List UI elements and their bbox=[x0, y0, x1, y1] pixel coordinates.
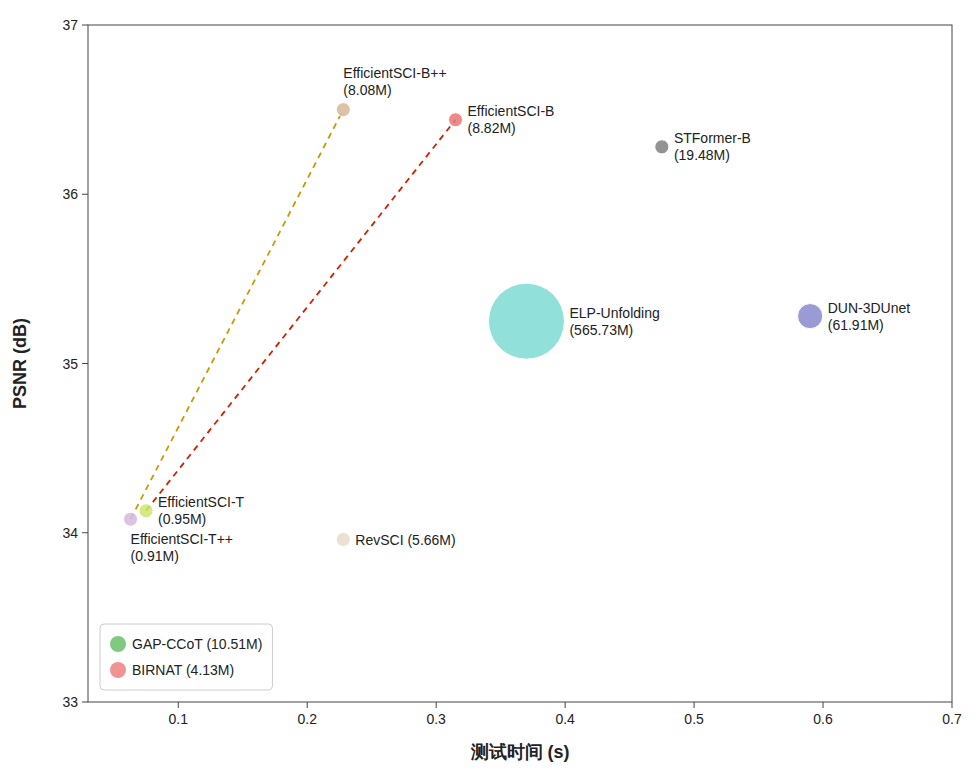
bubble bbox=[124, 512, 138, 526]
axes: 0.1 0.2 0.3 0.4 0.5 0.6 0.7 33 34 35 36 37 bbox=[62, 17, 962, 727]
x-axis-label: 测试时间 (s) bbox=[470, 742, 570, 762]
chart: 0.1 0.2 0.3 0.4 0.5 0.6 0.7 33 34 35 36 37 测试时间 (s) P… bbox=[0, 0, 977, 780]
x-tick-label: 0.2 bbox=[297, 711, 317, 727]
legend-box bbox=[100, 624, 272, 690]
x-tick bbox=[823, 702, 824, 708]
legend-label: GAP-CCoT (10.51M) bbox=[132, 636, 262, 652]
point-labels: EfficientSCI-T++(0.91M) EfficientSCI-T(0.… bbox=[131, 65, 911, 564]
x-tick-label: 0.3 bbox=[426, 711, 446, 727]
x-tick bbox=[565, 702, 566, 708]
point-label: DUN-3DUnet(61.91M) bbox=[828, 300, 911, 333]
x-tick bbox=[952, 702, 953, 708]
point-label: EfficientSCI-T(0.95M) bbox=[158, 494, 245, 527]
y-tick-label: 37 bbox=[62, 17, 78, 33]
x-tick-label: 0.7 bbox=[942, 711, 962, 727]
point-label: EfficientSCI-B++(8.08M) bbox=[343, 65, 446, 98]
x-tick-label: 0.6 bbox=[813, 711, 833, 727]
y-tick-label: 34 bbox=[62, 525, 78, 541]
dashed-line bbox=[146, 120, 455, 511]
x-tick-label: 0.5 bbox=[684, 711, 704, 727]
bubble bbox=[139, 504, 153, 518]
y-tick-label: 35 bbox=[62, 356, 78, 372]
bubble bbox=[336, 533, 350, 547]
legend-marker bbox=[110, 636, 126, 652]
bubble bbox=[798, 304, 823, 329]
x-tick bbox=[307, 702, 308, 708]
y-tick bbox=[82, 702, 88, 703]
y-tick bbox=[82, 25, 88, 26]
plot-frame bbox=[88, 25, 952, 702]
bubble bbox=[655, 140, 669, 154]
x-tick-label: 0.1 bbox=[169, 711, 189, 727]
y-tick bbox=[82, 363, 88, 364]
bubble bbox=[336, 103, 350, 117]
point-label: STFormer-B(19.48M) bbox=[674, 130, 751, 163]
x-tick-label: 0.4 bbox=[555, 711, 575, 727]
dashed-line bbox=[131, 110, 344, 520]
x-tick bbox=[694, 702, 695, 708]
x-tick bbox=[178, 702, 179, 708]
bubble bbox=[488, 283, 564, 359]
legend-marker bbox=[110, 662, 126, 678]
legend-label: BIRNAT (4.13M) bbox=[132, 662, 234, 678]
y-axis-label: PSNR (dB) bbox=[10, 318, 30, 409]
marks bbox=[124, 103, 823, 547]
x-tick bbox=[436, 702, 437, 708]
plot-area bbox=[88, 25, 952, 702]
bubble bbox=[449, 113, 463, 127]
legend: GAP-CCoT (10.51M) BIRNAT (4.13M) bbox=[100, 624, 272, 690]
y-tick bbox=[82, 532, 88, 533]
point-label: EfficientSCI-B(8.82M) bbox=[468, 103, 555, 136]
y-tick-label: 33 bbox=[62, 694, 78, 710]
point-label: RevSCI (5.66M) bbox=[355, 532, 455, 548]
point-label: ELP-Unfolding(565.73M) bbox=[569, 305, 659, 338]
point-label: EfficientSCI-T++(0.91M) bbox=[131, 531, 233, 564]
y-tick-label: 36 bbox=[62, 186, 78, 202]
y-tick bbox=[82, 194, 88, 195]
